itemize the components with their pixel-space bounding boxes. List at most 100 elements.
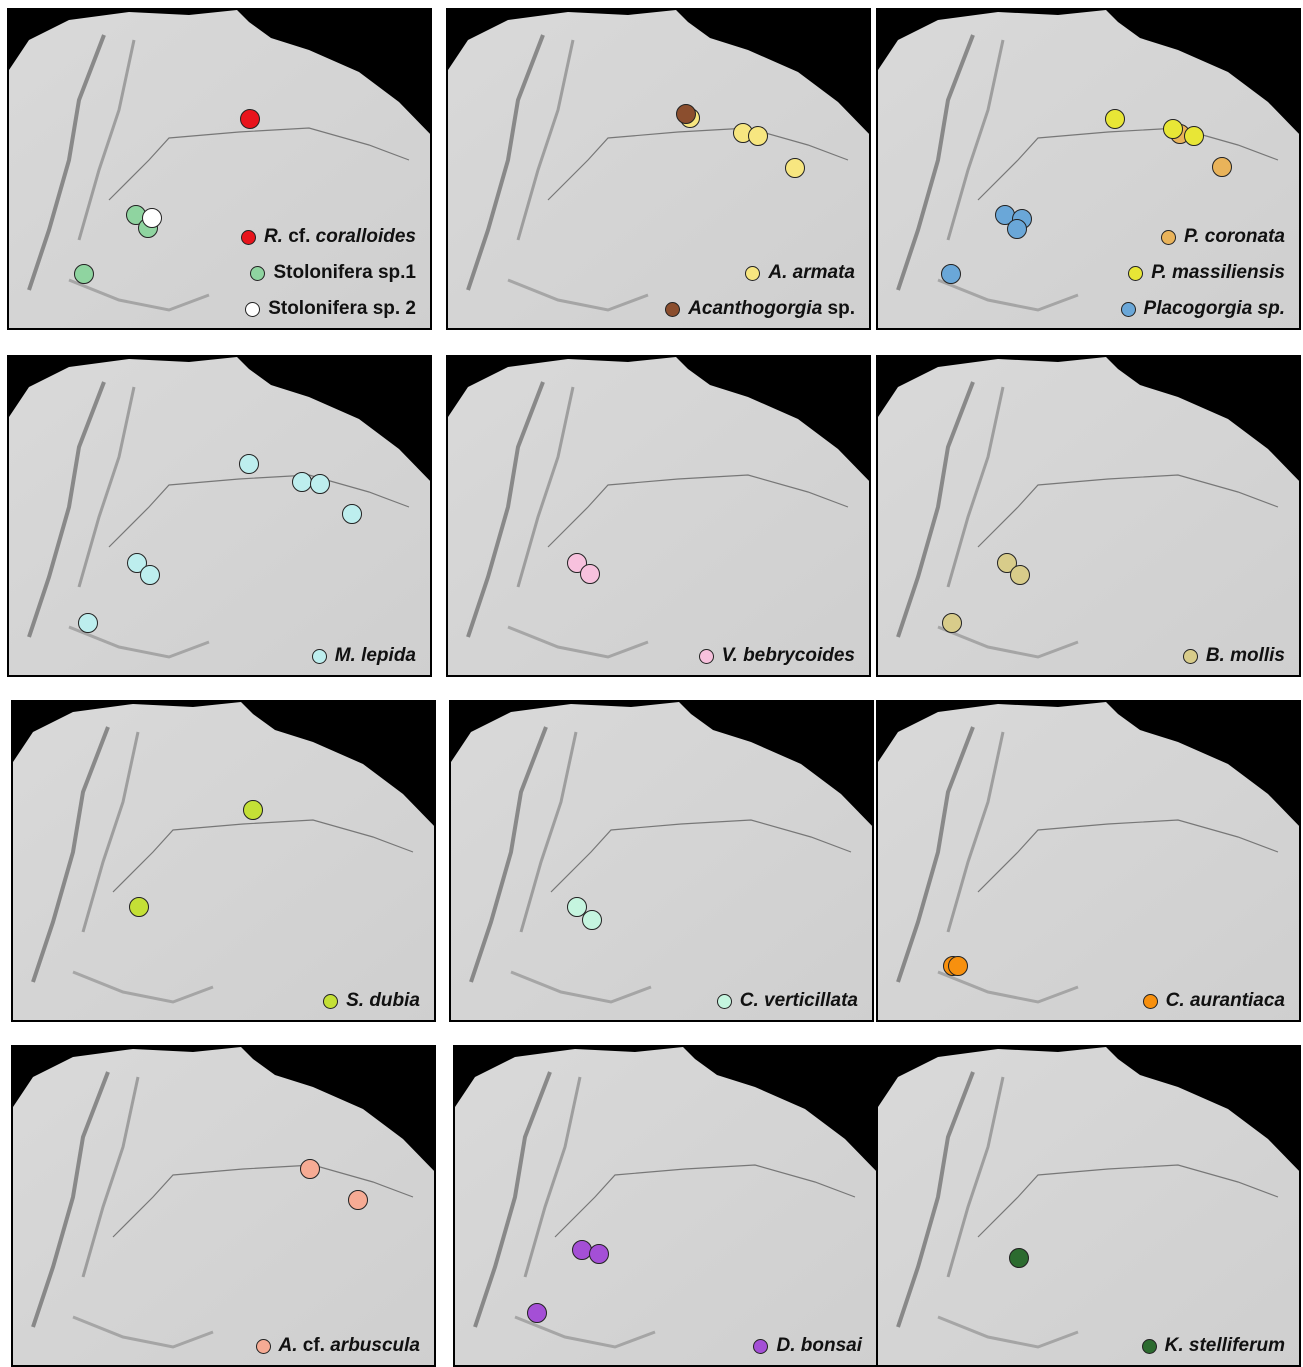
occurrence-dot bbox=[141, 566, 160, 585]
label-part: Acanthogorgia bbox=[688, 298, 822, 319]
legend-swatch bbox=[1142, 1339, 1157, 1354]
label-part: Stolonifera sp.1 bbox=[273, 262, 416, 283]
label-part: arbuscula bbox=[330, 1335, 420, 1356]
label-part: K. stelliferum bbox=[1165, 1335, 1285, 1356]
occurrence-dot bbox=[301, 1160, 320, 1179]
occurrence-dot bbox=[583, 911, 602, 930]
legend-entry: Acanthogorgia sp. bbox=[665, 298, 855, 320]
label-part: C. verticillata bbox=[740, 990, 858, 1011]
legend-label: M. lepida bbox=[335, 645, 416, 667]
label-part: A. bbox=[279, 1335, 298, 1356]
map bbox=[13, 1047, 436, 1367]
legend-entry: C. aurantiaca bbox=[1143, 990, 1285, 1012]
occurrence-dot bbox=[343, 505, 362, 524]
occurrence-dot bbox=[1106, 110, 1125, 129]
occurrence-dot bbox=[240, 455, 259, 474]
occurrence-dot bbox=[1008, 220, 1027, 239]
legend-label: A. cf. arbuscula bbox=[279, 1335, 421, 1357]
label-part: Stolonifera sp. 2 bbox=[268, 298, 416, 319]
label-part: D. bonsai bbox=[776, 1335, 862, 1356]
map-panel: B. mollis bbox=[876, 355, 1301, 677]
legend: C. verticillata bbox=[717, 990, 858, 1012]
legend-label: V. bebrycoides bbox=[722, 645, 855, 667]
label-part: sp. bbox=[822, 298, 855, 319]
legend-swatch bbox=[745, 266, 760, 281]
label-part: M. lepida bbox=[335, 645, 416, 666]
legend-swatch bbox=[256, 1339, 271, 1354]
legend-entry: M. lepida bbox=[312, 645, 416, 667]
legend-swatch bbox=[699, 649, 714, 664]
legend-swatch bbox=[1161, 230, 1176, 245]
legend-swatch bbox=[1143, 994, 1158, 1009]
occurrence-dot bbox=[311, 475, 330, 494]
legend-swatch bbox=[1183, 649, 1198, 664]
map bbox=[455, 1047, 878, 1367]
legend: D. bonsai bbox=[753, 1335, 862, 1357]
legend-label: Placogorgia sp. bbox=[1144, 298, 1285, 320]
map bbox=[878, 357, 1301, 677]
legend-entry: B. mollis bbox=[1183, 645, 1285, 667]
legend-entry: Placogorgia sp. bbox=[1121, 298, 1285, 320]
legend-swatch bbox=[250, 266, 265, 281]
map-panel: K. stelliferum bbox=[876, 1045, 1301, 1367]
legend-swatch bbox=[665, 302, 680, 317]
legend: P. coronata P. massiliensis Placogorgia sp… bbox=[1121, 226, 1285, 320]
legend: V. bebrycoides bbox=[699, 645, 855, 667]
legend-label: P. coronata bbox=[1184, 226, 1285, 248]
legend-swatch bbox=[241, 230, 256, 245]
legend-entry: C. verticillata bbox=[717, 990, 858, 1012]
occurrence-dot bbox=[1213, 158, 1232, 177]
map-panel: M. lepida bbox=[7, 355, 432, 677]
legend-entry: P. massiliensis bbox=[1128, 262, 1285, 284]
legend-label: Acanthogorgia sp. bbox=[688, 298, 855, 320]
legend-entry: Stolonifera sp. 2 bbox=[245, 298, 416, 320]
occurrence-dot bbox=[1010, 1249, 1029, 1268]
page: R. cf. coralloides Stolonifera sp.1 Stolon… bbox=[0, 0, 1303, 1365]
map bbox=[448, 357, 871, 677]
legend-entry: K. stelliferum bbox=[1142, 1335, 1285, 1357]
legend-label: C. verticillata bbox=[740, 990, 858, 1012]
label-part: C. aurantiaca bbox=[1166, 990, 1285, 1011]
label-part: B. mollis bbox=[1206, 645, 1285, 666]
legend-label: P. massiliensis bbox=[1151, 262, 1285, 284]
occurrence-dot bbox=[749, 127, 768, 146]
map bbox=[878, 1047, 1301, 1367]
legend: A. cf. arbuscula bbox=[256, 1335, 421, 1357]
legend-entry: A. cf. arbuscula bbox=[256, 1335, 421, 1357]
legend: C. aurantiaca bbox=[1143, 990, 1285, 1012]
occurrence-dot bbox=[75, 265, 94, 284]
legend: M. lepida bbox=[312, 645, 416, 667]
label-part: A. armata bbox=[768, 262, 855, 283]
label-part: R. bbox=[264, 226, 283, 247]
map-panel: C. verticillata bbox=[449, 700, 874, 1022]
legend-swatch bbox=[717, 994, 732, 1009]
legend-swatch bbox=[1121, 302, 1136, 317]
map-panel: S. dubia bbox=[11, 700, 436, 1022]
legend-label: Stolonifera sp.1 bbox=[273, 262, 416, 284]
legend-swatch bbox=[753, 1339, 768, 1354]
occurrence-dot bbox=[786, 159, 805, 178]
label-part: cf. bbox=[298, 1335, 331, 1356]
legend-entry: A. armata bbox=[745, 262, 855, 284]
legend: R. cf. coralloides Stolonifera sp.1 Stolon… bbox=[241, 226, 416, 320]
label-part: S. dubia bbox=[346, 990, 420, 1011]
legend: S. dubia bbox=[323, 990, 420, 1012]
label-part: Placogorgia sp. bbox=[1144, 298, 1285, 319]
occurrence-dot bbox=[949, 957, 968, 976]
legend-swatch bbox=[323, 994, 338, 1009]
legend-label: Stolonifera sp. 2 bbox=[268, 298, 416, 320]
legend-swatch bbox=[245, 302, 260, 317]
occurrence-dot bbox=[528, 1304, 547, 1323]
legend-label: D. bonsai bbox=[776, 1335, 862, 1357]
occurrence-dot bbox=[130, 898, 149, 917]
label-part: coralloides bbox=[316, 226, 416, 247]
legend: B. mollis bbox=[1183, 645, 1285, 667]
label-part: V. bebrycoides bbox=[722, 645, 855, 666]
occurrence-dot bbox=[942, 265, 961, 284]
occurrence-dot bbox=[1164, 120, 1183, 139]
legend-entry: Stolonifera sp.1 bbox=[250, 262, 416, 284]
legend-label: A. armata bbox=[768, 262, 855, 284]
map bbox=[451, 702, 874, 1022]
legend-label: R. cf. coralloides bbox=[264, 226, 416, 248]
occurrence-dot bbox=[568, 898, 587, 917]
